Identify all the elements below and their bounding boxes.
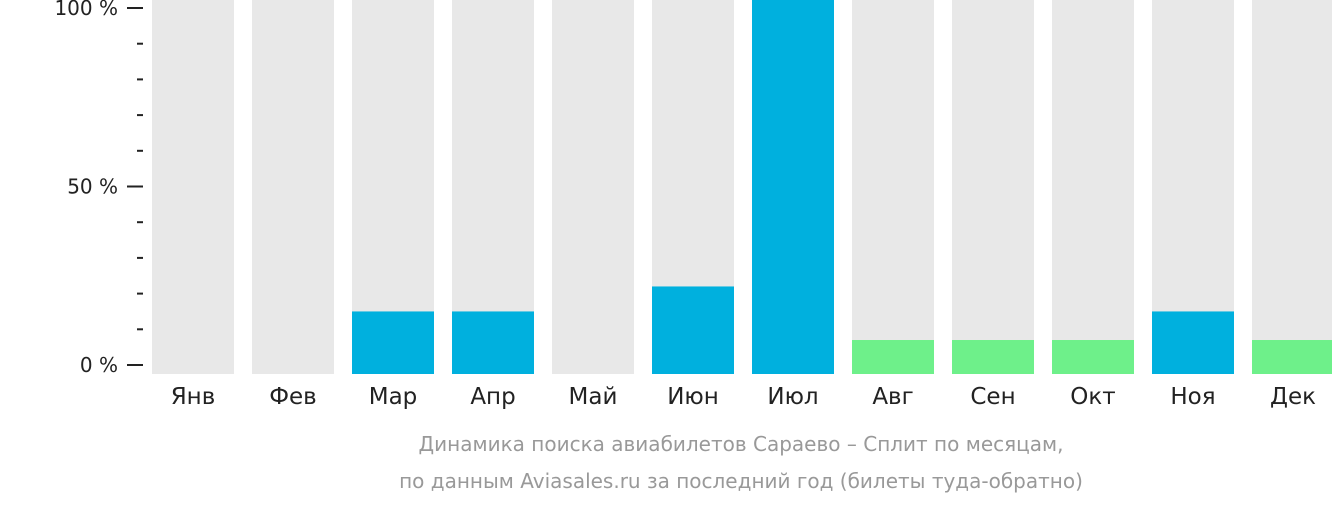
x-tick-label: Апр xyxy=(470,384,515,410)
bar-track xyxy=(952,0,1034,374)
bar xyxy=(652,286,734,374)
x-tick-label: Фев xyxy=(269,384,317,410)
x-tick-label: Янв xyxy=(171,384,216,410)
x-axis-labels: Янв Фев Мар Апр Май Июн Июл Авг Сен Окт Ноя Дек xyxy=(171,384,1316,410)
chart-caption-line-2: по данным Aviasales.ru за последний год … xyxy=(399,469,1083,493)
bar xyxy=(1052,340,1134,374)
y-tick-label: 0 % xyxy=(80,353,118,377)
bar-track xyxy=(152,0,234,374)
x-tick-label: Июл xyxy=(767,384,818,410)
x-tick-label: Дек xyxy=(1270,384,1316,410)
bar xyxy=(352,311,434,374)
bars xyxy=(352,0,1332,374)
bar-track xyxy=(252,0,334,374)
bar xyxy=(852,340,934,374)
y-tick-label: 100 % xyxy=(54,0,118,20)
chart-caption-line-1: Динамика поиска авиабилетов Сараево – Сп… xyxy=(419,432,1064,456)
x-tick-label: Мар xyxy=(369,384,418,410)
bar-track xyxy=(1052,0,1134,374)
bar xyxy=(952,340,1034,374)
x-tick-label: Ноя xyxy=(1170,384,1215,410)
bar xyxy=(1152,311,1234,374)
y-axis: 100 % 50 % 0 % xyxy=(54,0,143,377)
x-tick-label: Сен xyxy=(970,384,1015,410)
x-tick-label: Май xyxy=(569,384,618,410)
x-tick-label: Июн xyxy=(667,384,719,410)
bar xyxy=(752,0,834,374)
bar-track xyxy=(552,0,634,374)
bar xyxy=(452,311,534,374)
bar-track xyxy=(852,0,934,374)
y-tick-label: 50 % xyxy=(67,175,118,199)
x-tick-label: Авг xyxy=(872,384,913,410)
x-tick-label: Окт xyxy=(1070,384,1115,410)
bar xyxy=(1252,340,1332,374)
bar-track xyxy=(1252,0,1332,374)
